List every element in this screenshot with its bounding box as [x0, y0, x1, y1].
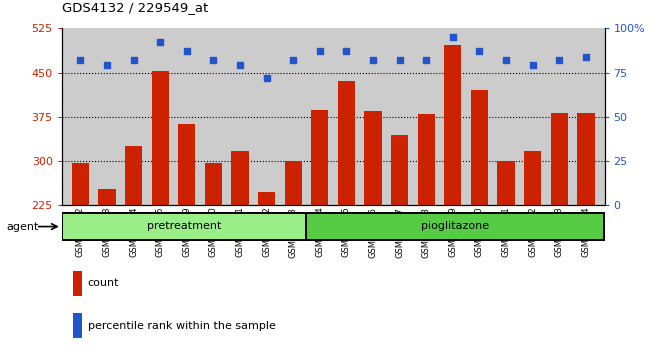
Text: agent: agent — [6, 222, 39, 232]
Point — [181, 48, 192, 54]
Bar — [391, 135, 408, 338]
Point — [261, 75, 272, 81]
Point — [580, 54, 591, 59]
Point — [315, 48, 325, 54]
Bar — [307, 214, 603, 239]
Point — [155, 40, 165, 45]
Point — [448, 34, 458, 40]
Bar — [417, 114, 435, 338]
Bar — [72, 163, 89, 338]
Point — [395, 57, 405, 63]
Bar — [258, 192, 275, 338]
Point — [288, 57, 298, 63]
Bar — [125, 146, 142, 338]
Text: pioglitazone: pioglitazone — [421, 221, 489, 231]
Bar — [231, 151, 249, 338]
Bar — [73, 313, 83, 338]
Text: count: count — [88, 278, 120, 288]
Point — [235, 63, 245, 68]
Bar — [205, 163, 222, 338]
Bar — [471, 90, 488, 338]
Bar — [73, 271, 83, 296]
Point — [421, 57, 432, 63]
Bar — [63, 214, 305, 239]
Point — [554, 57, 564, 63]
Bar — [311, 110, 328, 338]
Point — [102, 63, 112, 68]
Bar — [444, 45, 462, 338]
Text: pretreatment: pretreatment — [147, 221, 221, 231]
Point — [368, 57, 378, 63]
Point — [501, 57, 512, 63]
Bar — [285, 161, 302, 338]
Point — [474, 48, 485, 54]
Point — [75, 57, 86, 63]
Bar — [551, 113, 568, 338]
Text: percentile rank within the sample: percentile rank within the sample — [88, 321, 276, 331]
Bar — [497, 161, 515, 338]
Point — [129, 57, 139, 63]
Bar — [178, 125, 196, 338]
Bar — [98, 189, 116, 338]
Bar — [577, 113, 595, 338]
Bar — [151, 71, 169, 338]
Bar — [338, 81, 355, 338]
Text: GDS4132 / 229549_at: GDS4132 / 229549_at — [62, 1, 208, 14]
Bar — [524, 151, 541, 338]
Point — [341, 48, 352, 54]
Bar — [365, 111, 382, 338]
Point — [208, 57, 218, 63]
Point — [527, 63, 538, 68]
